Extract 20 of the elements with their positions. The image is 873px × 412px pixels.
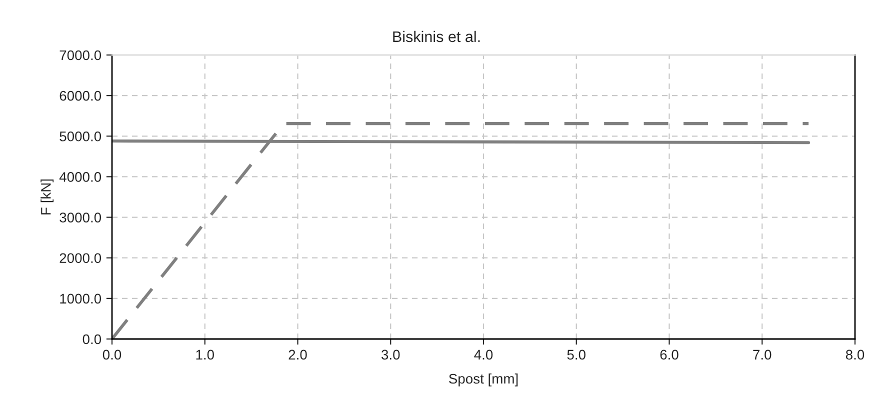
x-tick-label: 5.0 (567, 350, 586, 360)
y-tick-label: 2000.0 (60, 253, 102, 264)
x-tick-label: 4.0 (474, 350, 493, 360)
x-tick-label: 0.0 (102, 350, 122, 360)
x-tick-label: 2.0 (288, 350, 307, 360)
y-tick-label: 1000.0 (60, 294, 102, 304)
x-tick-label: 3.0 (382, 350, 400, 360)
y-tick-label: 7000.0 (60, 50, 102, 60)
y-tick-label: 3000.0 (60, 212, 102, 222)
y-axis-title: F [kN] (40, 179, 54, 214)
y-tick-label: 6000.0 (60, 90, 102, 101)
x-tick-label: 6.0 (660, 350, 678, 360)
x-tick-label: 7.0 (753, 350, 772, 360)
x-tick-label: 1.0 (196, 350, 214, 360)
y-tick-label: 4000.0 (59, 172, 102, 182)
x-tick-label: 8.0 (846, 350, 864, 360)
chart-title: Biskinis et al. (393, 30, 480, 42)
x-axis-title: Spost [mm] (449, 373, 518, 386)
y-tick-label: 0.0 (82, 334, 102, 344)
y-tick-label: 5000.0 (60, 131, 102, 142)
